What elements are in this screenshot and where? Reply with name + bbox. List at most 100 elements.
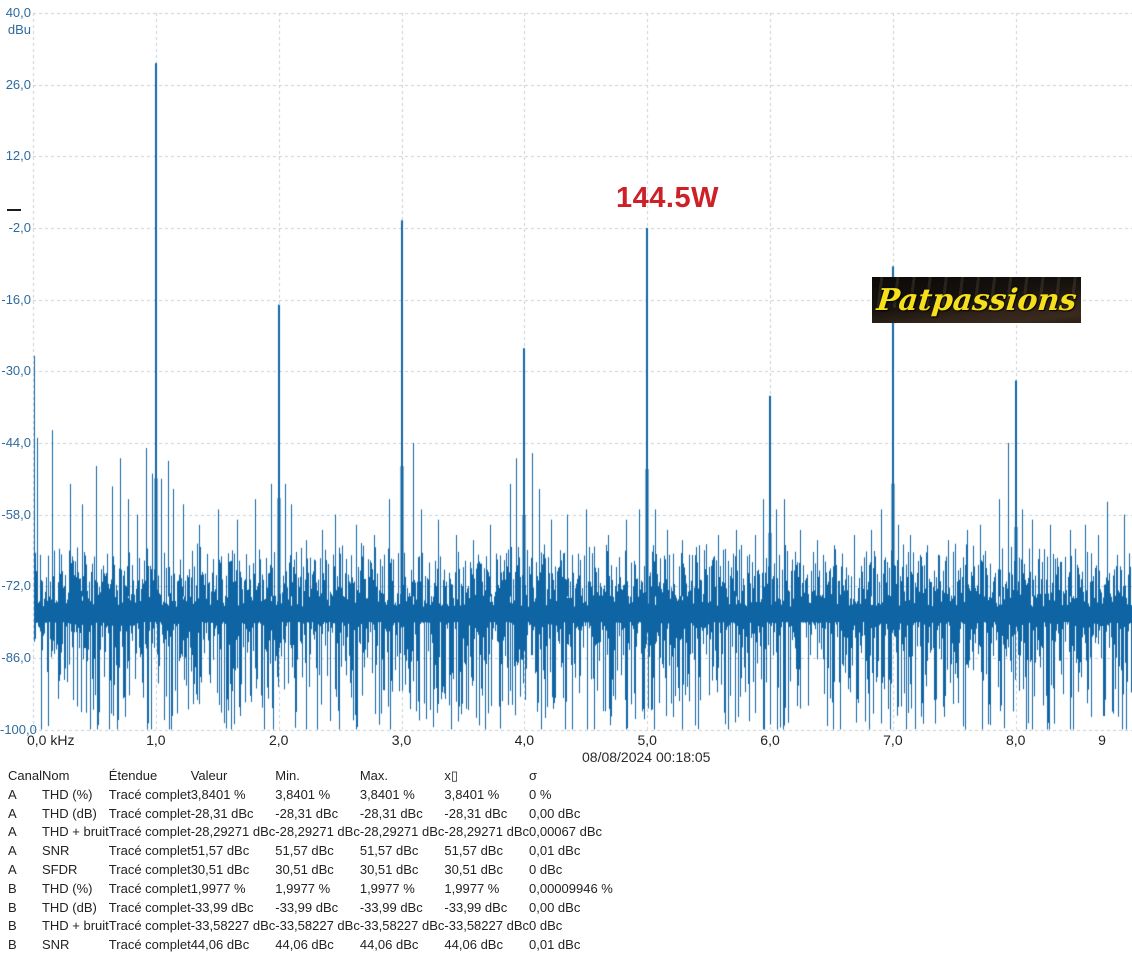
watermark-logo: Patpassions	[872, 277, 1081, 323]
table-cell: 1,9977 %	[444, 880, 500, 896]
y-axis-tick-label: -72,0	[1, 578, 31, 594]
table-row: A SFDR Tracé complet 30,51 dBc 30,51 dBc 30,5…	[8, 861, 649, 880]
table-cell: -28,31 dBc	[275, 805, 339, 821]
table-cell: THD (%)	[41, 786, 93, 802]
table-cell: 0 dBc	[529, 861, 563, 877]
table-cell: 1,9977 %	[190, 880, 246, 896]
table-cell: 30,51 dBc	[190, 861, 250, 877]
x-axis-tick-label: 2,0	[268, 732, 289, 748]
table-cell: -28,29271 dBc	[444, 824, 529, 840]
y-axis-tick-label: -100,0	[0, 721, 37, 737]
table-cell: -33,99 dBc	[275, 899, 339, 915]
table-cell: -33,99 dBc	[359, 899, 423, 915]
table-header-row: Canal Nom Étendue Valeur Min. Max. x▯ σ	[8, 767, 649, 786]
table-row: B SNR Tracé complet 44,06 dBc 44,06 dBc 44,06…	[8, 936, 649, 955]
y-axis-tick-label: 40,0	[5, 5, 31, 20]
table-cell: Tracé complet	[108, 805, 191, 821]
table-cell: -28,29271 dBc	[275, 824, 360, 840]
table-cell: 51,57 dBc	[444, 843, 503, 859]
table-cell: -33,99 dBc	[190, 899, 254, 915]
table-cell: 44,06 dBc	[190, 937, 250, 953]
y-axis-tick-label: -16,0	[1, 291, 31, 307]
x-axis-tick-label: 1,0	[146, 732, 166, 748]
table-cell: Tracé complet	[108, 843, 191, 859]
table-cell: 0,01 dBc	[529, 843, 581, 859]
table-cell: Tracé complet	[108, 918, 191, 934]
table-row: A SNR Tracé complet 51,57 dBc 51,57 dBc 51,57…	[8, 842, 649, 861]
y-axis-tick-label: -58,0	[1, 506, 31, 522]
y-axis-tick-label: -30,0	[1, 363, 31, 379]
table-cell: Tracé complet	[108, 786, 191, 802]
table-cell: 0,00 dBc	[529, 805, 581, 821]
table-cell: 0,00067 dBc	[529, 824, 603, 840]
table-cell: 44,06 dBc	[359, 937, 419, 953]
y-axis-tick-label: 12,0	[5, 148, 31, 164]
table-header-cell: Nom	[41, 768, 70, 783]
power-annotation: 144.5W	[616, 182, 719, 214]
table-cell: 51,57 dBc	[359, 843, 419, 859]
spectrum-plot-canvas[interactable]	[0, 0, 1132, 770]
measurement-table-body: A THD (%) Tracé complet 3,8401 % 3,8401 % 3,8…	[8, 786, 649, 955]
table-cell: 30,51 dBc	[275, 861, 334, 877]
table-row: A THD (dB) Tracé complet -28,31 dBc -28,31 d…	[8, 805, 649, 824]
table-cell: B	[8, 918, 17, 934]
table-cell: Tracé complet	[108, 824, 191, 840]
table-cell: 0,00009946 %	[529, 880, 613, 896]
table-cell: Tracé complet	[108, 899, 191, 915]
x-axis-tick-label: 7,0	[883, 732, 903, 748]
table-cell: THD (dB)	[41, 805, 97, 821]
table-header-cell: Étendue	[108, 768, 158, 783]
table-cell: Tracé complet	[108, 861, 191, 877]
table-cell: 1,9977 %	[359, 880, 415, 896]
y-axis-tick-label: -44,0	[1, 434, 31, 450]
table-cell: -28,31 dBc	[359, 805, 423, 821]
table-cell: 44,06 dBc	[444, 937, 503, 953]
x-axis-tick-label: 3,0	[391, 732, 412, 748]
y-axis-tick-label: -2,0	[8, 219, 31, 235]
x-axis-tick-label: 4,0	[514, 732, 535, 748]
table-cell: 0 dBc	[529, 918, 563, 934]
table-cell: 3,8401 %	[190, 786, 246, 802]
table-cell: THD + bruit	[41, 918, 109, 934]
y-axis-tick-label: -86,0	[1, 649, 31, 665]
table-cell: B	[8, 880, 17, 896]
table-cell: B	[8, 937, 17, 953]
table-row: B THD + bruit Tracé complet -33,58227 dBc -3…	[8, 917, 649, 936]
y-axis-unit-label: dBu	[7, 22, 31, 37]
x-axis-tick-label: 9	[1098, 732, 1106, 748]
table-cell: 51,57 dBc	[275, 843, 334, 859]
table-cell: 51,57 dBc	[190, 843, 250, 859]
table-header-cell: Canal	[8, 768, 42, 783]
table-cell: THD (%)	[41, 880, 93, 896]
table-cell: Tracé complet	[108, 937, 191, 953]
x-axis-tick-label: 5,0	[637, 732, 657, 748]
cursor-level-marker[interactable]	[7, 209, 21, 211]
table-header-cell: Min.	[275, 768, 300, 783]
timestamp: 08/08/2024 00:18:05	[582, 749, 711, 765]
table-cell: -33,99 dBc	[444, 899, 508, 915]
table-cell: 0,00 dBc	[529, 899, 581, 915]
table-cell: 30,51 dBc	[444, 861, 503, 877]
table-cell: THD (dB)	[41, 899, 97, 915]
table-cell: A	[8, 786, 17, 802]
table-cell: A	[8, 824, 17, 840]
table-cell: A	[8, 861, 17, 877]
measurement-table-head: Canal Nom Étendue Valeur Min. Max. x▯ σ	[8, 767, 649, 786]
watermark-text: Patpassions	[874, 282, 1079, 318]
table-cell: -28,31 dBc	[190, 805, 254, 821]
table-header-cell: σ	[529, 768, 538, 783]
table-cell: 0 %	[529, 786, 552, 802]
table-cell: 3,8401 %	[444, 786, 500, 802]
table-cell: B	[8, 899, 17, 915]
table-cell: THD + bruit	[41, 824, 109, 840]
table-cell: -33,58227 dBc	[359, 918, 445, 934]
table-row: B THD (dB) Tracé complet -33,99 dBc -33,99 d…	[8, 899, 649, 918]
y-axis-tick-label: 26,0	[5, 76, 31, 92]
table-header-cell: x▯	[444, 768, 459, 783]
table-cell: -33,58227 dBc	[444, 918, 529, 934]
table-cell: 1,9977 %	[275, 880, 331, 896]
table-cell: SNR	[41, 937, 70, 953]
table-header-cell: Max.	[359, 768, 389, 783]
table-cell: A	[8, 843, 17, 859]
